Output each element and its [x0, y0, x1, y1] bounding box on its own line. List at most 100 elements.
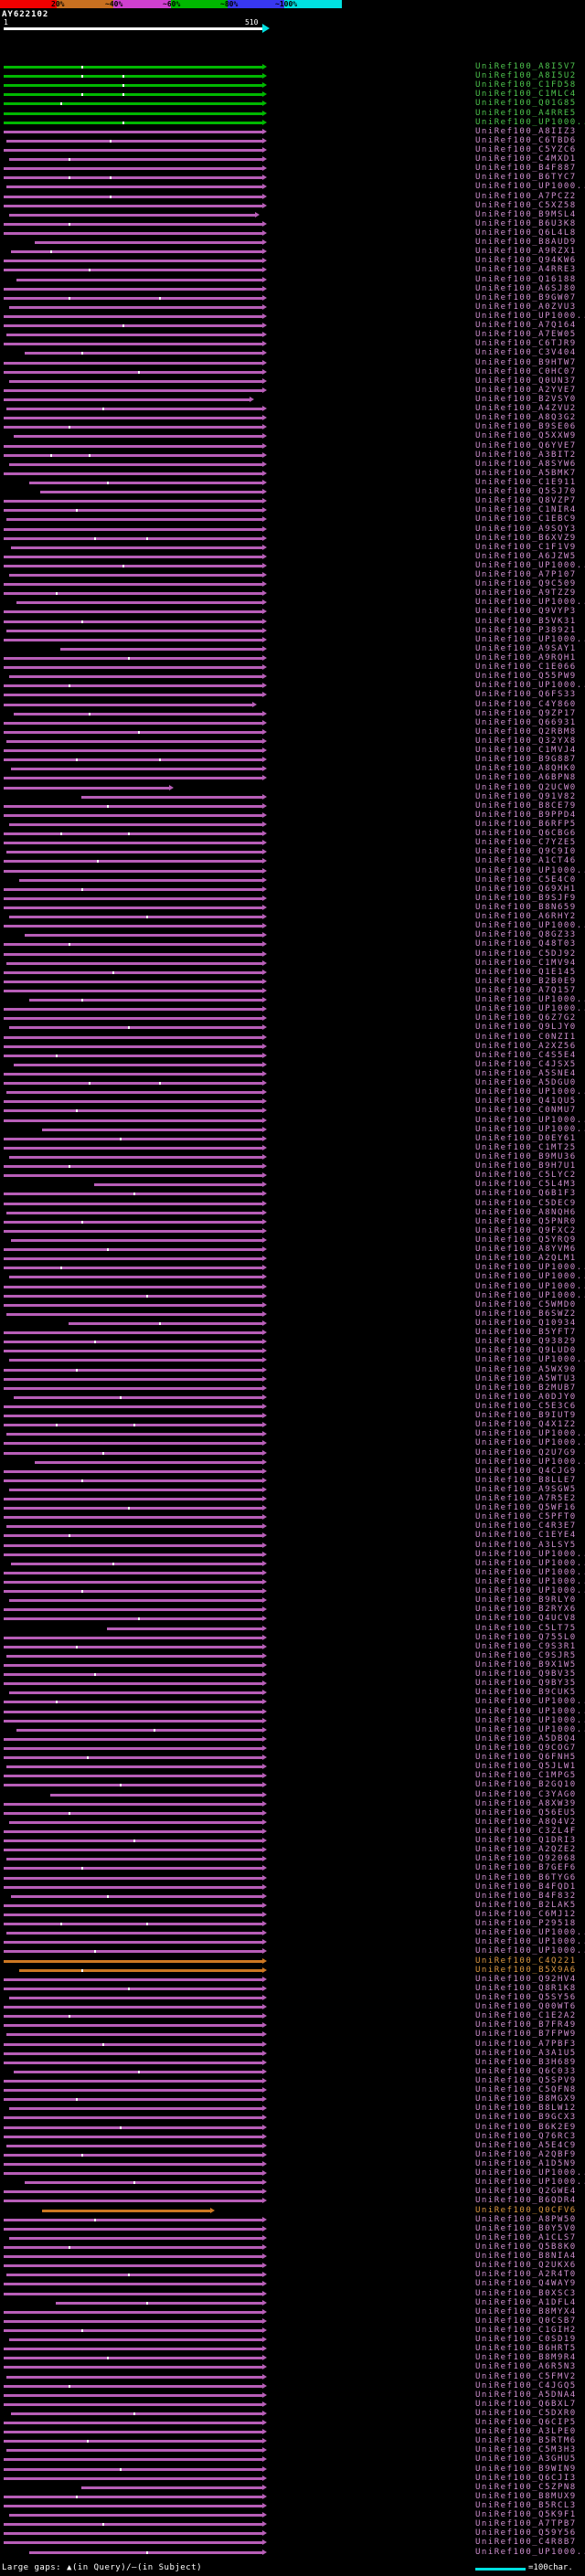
hit-row[interactable]: UniRef100_UP1000...: [0, 1355, 585, 1364]
hit-row[interactable]: UniRef100_B8AUD9: [0, 238, 585, 247]
hit-row[interactable]: UniRef100_A6JZW5: [0, 552, 585, 561]
hit-row[interactable]: UniRef100_P29518: [0, 1919, 585, 1928]
hit-row[interactable]: UniRef100_B0Y5V0: [0, 2224, 585, 2233]
hit-row[interactable]: UniRef100_C5XZ58: [0, 201, 585, 210]
hit-label[interactable]: UniRef100_Q5YRQ9: [475, 1235, 577, 1245]
hit-label[interactable]: UniRef100_C5DJ92: [475, 949, 577, 959]
hit-row[interactable]: UniRef100_Q8VZP7: [0, 496, 585, 505]
hit-row[interactable]: UniRef100_Q2GWE4: [0, 2187, 585, 2196]
hit-row[interactable]: UniRef100_C1GIH2: [0, 2326, 585, 2335]
hit-row[interactable]: UniRef100_B9SE06: [0, 422, 585, 431]
alignment-bar[interactable]: [5, 2274, 262, 2277]
alignment-bar[interactable]: [4, 1267, 262, 1270]
hit-row[interactable]: UniRef100_C4R3E7: [0, 1521, 585, 1531]
hit-label[interactable]: UniRef100_Q9COG7: [475, 1744, 577, 1754]
hit-label[interactable]: UniRef100_UP1000...: [475, 681, 585, 691]
hit-label[interactable]: UniRef100_UP1000...: [475, 865, 585, 875]
hit-row[interactable]: UniRef100_B7FR49: [0, 2020, 585, 2030]
alignment-bar[interactable]: [4, 1682, 262, 1686]
alignment-bar[interactable]: [4, 1950, 262, 1954]
hit-label[interactable]: UniRef100_Q8GZ33: [475, 930, 577, 940]
hit-label[interactable]: UniRef100_Q92068: [475, 1854, 577, 1864]
hit-row[interactable]: UniRef100_B9SJF9: [0, 894, 585, 903]
hit-label[interactable]: UniRef100_UP1000...: [475, 560, 585, 570]
alignment-bar[interactable]: [60, 647, 262, 651]
hit-row[interactable]: UniRef100_C4Q221: [0, 1956, 585, 1966]
hit-row[interactable]: UniRef100_Q1DRI3: [0, 1836, 585, 1845]
hit-row[interactable]: UniRef100_UP1000...: [0, 635, 585, 644]
hit-label[interactable]: UniRef100_UP1000...: [475, 1429, 585, 1439]
alignment-bar[interactable]: [49, 1793, 262, 1797]
hit-row[interactable]: UniRef100_Q755L0: [0, 1633, 585, 1642]
alignment-bar[interactable]: [4, 361, 262, 365]
alignment-bar[interactable]: [4, 657, 262, 661]
alignment-bar[interactable]: [34, 1460, 262, 1464]
alignment-bar[interactable]: [4, 1008, 262, 1012]
hit-label[interactable]: UniRef100_Q9C9I0: [475, 847, 577, 857]
hit-label[interactable]: UniRef100_A4RRE5: [475, 108, 577, 118]
hit-label[interactable]: UniRef100_UP1000...: [475, 1928, 585, 1938]
hit-label[interactable]: UniRef100_Q6C033: [475, 2066, 577, 2076]
alignment-bar[interactable]: [4, 1802, 262, 1806]
hit-label[interactable]: UniRef100_C1GIH2: [475, 2325, 577, 2335]
hit-label[interactable]: UniRef100_C1EYE4: [475, 1531, 577, 1541]
hit-label[interactable]: UniRef100_Q5WF16: [475, 1503, 577, 1513]
alignment-bar[interactable]: [4, 1959, 262, 1963]
alignment-bar[interactable]: [39, 491, 262, 494]
hit-label[interactable]: UniRef100_A5BMK7: [475, 468, 577, 478]
hit-label[interactable]: UniRef100_C4MXD1: [475, 154, 577, 164]
hit-row[interactable]: UniRef100_Q6FS33: [0, 690, 585, 699]
hit-label[interactable]: UniRef100_B9GW07: [475, 292, 577, 302]
hit-label[interactable]: UniRef100_A5DNA4: [475, 2390, 577, 2400]
hit-row[interactable]: UniRef100_C6TBD6: [0, 136, 585, 145]
hit-row[interactable]: UniRef100_Q5B8K0: [0, 2242, 585, 2252]
alignment-bar[interactable]: [4, 1867, 262, 1871]
alignment-bar[interactable]: [4, 1849, 262, 1852]
hit-row[interactable]: UniRef100_A1CT46: [0, 856, 585, 865]
hit-label[interactable]: UniRef100_C1NIR4: [475, 505, 577, 515]
hit-label[interactable]: UniRef100_A1CT46: [475, 856, 577, 866]
alignment-bar[interactable]: [4, 1645, 262, 1648]
hit-label[interactable]: UniRef100_C3ZL4F: [475, 1827, 577, 1836]
hit-label[interactable]: UniRef100_UP1000...: [475, 1558, 585, 1568]
hit-label[interactable]: UniRef100_B7GEF6: [475, 1863, 577, 1873]
hit-label[interactable]: UniRef100_Q91V82: [475, 791, 577, 801]
hit-label[interactable]: UniRef100_B5X9A6: [475, 1965, 577, 1975]
hit-label[interactable]: UniRef100_UP1000...: [475, 311, 585, 321]
alignment-bar[interactable]: [4, 1294, 262, 1298]
alignment-bar[interactable]: [4, 2255, 262, 2259]
hit-label[interactable]: UniRef100_A1DFL4: [475, 2297, 577, 2307]
hit-label[interactable]: UniRef100_B6XVZ9: [475, 533, 577, 543]
alignment-bar[interactable]: [14, 435, 262, 439]
hit-label[interactable]: UniRef100_B5RCL3: [475, 2501, 577, 2511]
hit-label[interactable]: UniRef100_Q2U7G9: [475, 1447, 577, 1458]
hit-label[interactable]: UniRef100_UP1000...: [475, 1438, 585, 1448]
alignment-bar[interactable]: [4, 1617, 262, 1621]
alignment-bar[interactable]: [4, 2024, 262, 2028]
hit-label[interactable]: UniRef100_B8MUX9: [475, 2491, 577, 2501]
alignment-bar[interactable]: [8, 823, 262, 827]
hit-label[interactable]: UniRef100_C5E3C6: [475, 1401, 577, 1411]
hit-label[interactable]: UniRef100_A7P107: [475, 570, 577, 580]
alignment-bar[interactable]: [5, 1211, 262, 1214]
hit-row[interactable]: UniRef100_B5X9A6: [0, 1966, 585, 1975]
hit-label[interactable]: UniRef100_A2YVE7: [475, 385, 577, 395]
hit-row[interactable]: UniRef100_Q9LUD0: [0, 1346, 585, 1355]
hit-label[interactable]: UniRef100_Q4X1Z2: [475, 1420, 577, 1430]
hit-label[interactable]: UniRef100_C3YAG0: [475, 1789, 577, 1799]
hit-label[interactable]: UniRef100_B0Y5V0: [475, 2223, 577, 2233]
alignment-bar[interactable]: [4, 1784, 262, 1787]
hit-row[interactable]: UniRef100_A2XZ56: [0, 1042, 585, 1051]
alignment-bar[interactable]: [4, 2098, 262, 2102]
hit-row[interactable]: UniRef100_A0ZVU3: [0, 302, 585, 312]
hit-row[interactable]: UniRef100_UP1000...: [0, 1282, 585, 1291]
hit-label[interactable]: UniRef100_Q48T03: [475, 939, 577, 949]
alignment-bar[interactable]: [4, 130, 262, 133]
hit-label[interactable]: UniRef100_A8SYW6: [475, 459, 577, 469]
hit-row[interactable]: UniRef100_C5DEC9: [0, 1199, 585, 1208]
hit-row[interactable]: UniRef100_C5FMV2: [0, 2372, 585, 2381]
hit-row[interactable]: UniRef100_UP1000...: [0, 1559, 585, 1568]
hit-label[interactable]: UniRef100_B6K2E9: [475, 2122, 577, 2132]
alignment-bar[interactable]: [4, 1054, 262, 1057]
hit-label[interactable]: UniRef100_A5DGU0: [475, 1078, 577, 1088]
